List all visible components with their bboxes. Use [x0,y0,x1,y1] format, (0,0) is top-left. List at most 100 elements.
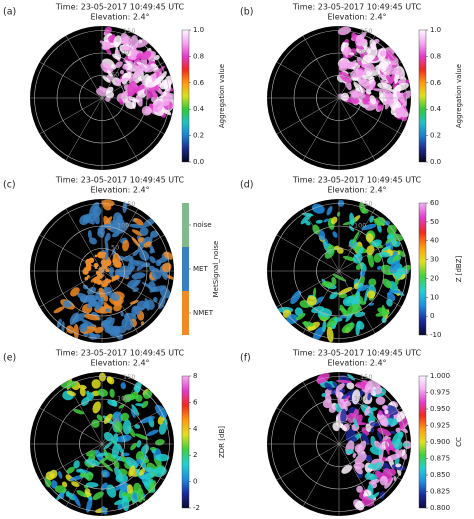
echo [131,272,146,280]
echo [128,465,135,477]
echo [65,490,70,497]
echo [375,396,386,405]
spoke [101,208,139,272]
colorbar [418,202,427,336]
panel-title: Time: 23-05-2017 10:49:45 UTC [55,3,185,12]
echo [328,405,337,413]
spoke [338,208,376,272]
echo [111,399,118,407]
echo [101,469,110,478]
range-ring [293,52,385,144]
range-label: 50 [111,70,119,78]
echo [72,313,86,323]
echo [134,64,145,77]
spoke [276,61,340,99]
panel-subtitle: Elevation: 2.4° [327,359,386,368]
spoke [338,35,376,99]
echo [151,285,167,293]
echo [350,436,358,442]
range-label: 150 [360,200,372,208]
echo [88,237,97,245]
echo [122,239,130,252]
echo [109,266,115,274]
spoke [338,97,376,161]
echo [358,79,370,87]
spoke [39,443,103,481]
echo [336,211,341,217]
echo [105,268,110,273]
tick-label: 0.6 [430,79,442,87]
spoke [39,407,103,445]
echo [127,80,137,97]
echo [82,268,89,275]
echo [79,472,87,478]
echo [395,278,399,285]
echo [343,47,348,58]
echo [151,97,156,103]
panel-label: (b) [240,7,253,18]
echo [158,422,167,435]
echo [296,313,306,321]
echo [114,498,127,506]
echo [355,422,367,426]
echo [376,223,382,233]
echo [133,305,141,315]
range-label: 100 [117,222,129,230]
echo [71,481,80,487]
tick-label: 0.8 [193,52,204,60]
range-label: 150 [360,373,372,381]
spoke [101,381,139,445]
echo [341,392,353,400]
echo [367,392,372,401]
echoes [53,199,174,340]
echo [137,88,147,98]
panel-label: (c) [3,180,16,191]
spoke [338,407,402,445]
echo [100,482,108,491]
range-label: 100 [354,49,366,57]
echo [140,416,155,424]
panel: (b) Time: 23-05-2017 10:49:45 UTCElevatio… [240,3,463,170]
range-label: 100 [117,395,129,403]
spoke [101,234,165,272]
echo [369,446,383,456]
echo [97,251,105,259]
echo [144,467,156,473]
range-label: 50 [348,243,356,251]
echo [384,409,389,414]
echo [356,320,365,330]
echo [136,95,143,102]
spoke [338,61,402,99]
echo [371,239,382,247]
echo [348,225,355,232]
echo [97,388,109,397]
echo [340,41,346,52]
echo [122,255,134,262]
echo [143,458,150,464]
spoke [65,443,103,507]
echo [94,254,98,258]
echo [136,487,144,503]
echo [342,295,357,307]
echo [97,230,105,238]
echo [98,287,109,302]
spoke [276,97,340,135]
range-ring [293,225,385,317]
echo [115,61,123,68]
echo [335,389,342,400]
echo [103,431,114,442]
spoke [302,381,340,445]
spoke [101,407,165,445]
spoke [101,443,139,507]
echo [316,372,330,384]
tick-label: -10 [430,331,441,339]
echo [366,245,375,256]
echo [125,456,138,469]
echo [112,411,123,424]
echo [94,326,104,334]
tick-label: 0.825 [430,488,450,496]
echo [152,466,167,478]
spoke [302,97,340,161]
echo [349,212,355,226]
